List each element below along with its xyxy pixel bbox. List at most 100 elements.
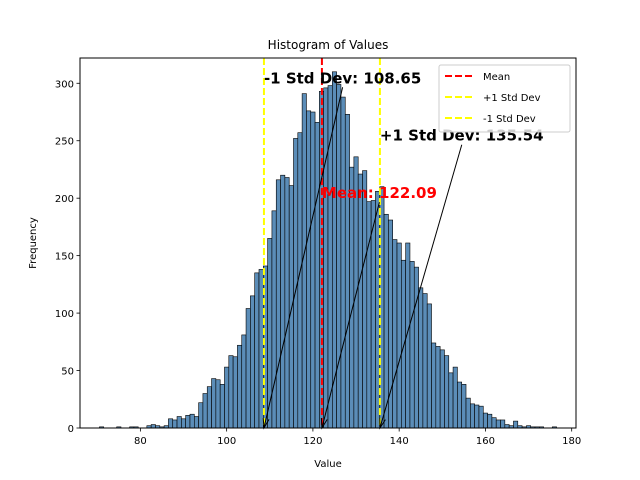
y-tick-label: 50 bbox=[61, 367, 74, 378]
x-tick-label: 140 bbox=[390, 436, 409, 447]
histogram-bar bbox=[439, 349, 445, 429]
legend-box bbox=[438, 64, 571, 133]
histogram-bar bbox=[431, 342, 437, 429]
histogram-bar bbox=[461, 384, 467, 429]
histogram-bar bbox=[193, 416, 199, 429]
histogram-bar bbox=[500, 419, 506, 429]
legend: Mean +1 Std Dev -1 Std Dev bbox=[438, 64, 571, 133]
histogram-bar bbox=[478, 405, 484, 429]
histogram-bar bbox=[362, 170, 368, 429]
histogram-bar bbox=[474, 404, 480, 429]
histogram-bar bbox=[284, 177, 290, 429]
histogram-bar bbox=[150, 424, 156, 429]
x-axis-title: Value bbox=[314, 459, 341, 470]
histogram-bar bbox=[250, 295, 255, 429]
histogram-bar bbox=[413, 266, 419, 429]
plot-frame bbox=[79, 57, 577, 429]
annotation-arrow bbox=[263, 87, 344, 429]
x-tick-label: 120 bbox=[303, 436, 322, 447]
histogram-bar bbox=[168, 418, 174, 429]
histogram-bar bbox=[254, 272, 260, 429]
histogram-bar bbox=[189, 413, 195, 429]
histogram-bar bbox=[211, 378, 217, 429]
histogram-bar bbox=[396, 242, 402, 429]
y-tick-label: 200 bbox=[55, 194, 74, 205]
histogram-bar bbox=[172, 419, 178, 429]
histogram-bar bbox=[258, 269, 264, 429]
histogram-bar bbox=[245, 308, 251, 429]
annotation-arrow bbox=[321, 202, 380, 429]
histogram-bar bbox=[418, 287, 424, 429]
histogram-bar bbox=[310, 111, 316, 429]
histogram-bar bbox=[181, 418, 186, 429]
histogram-bar bbox=[176, 416, 182, 429]
histogram-bar bbox=[336, 84, 342, 429]
histogram-bar bbox=[206, 386, 212, 429]
histogram-bar bbox=[370, 200, 376, 429]
histogram-bar bbox=[491, 417, 497, 429]
histogram-bar bbox=[495, 419, 501, 429]
y-tick-label: 0 bbox=[68, 424, 74, 435]
legend-label: +1 Std Dev bbox=[483, 93, 541, 104]
histogram-bar bbox=[202, 393, 208, 429]
y-axis-title: Frequency bbox=[28, 217, 39, 269]
histogram-bar bbox=[448, 372, 454, 429]
histogram-bar bbox=[482, 412, 488, 429]
histogram-bar bbox=[344, 114, 350, 429]
legend-label: Mean bbox=[483, 72, 510, 83]
annotation-arrow bbox=[379, 144, 463, 429]
annotations: -1 Std Dev: 108.65 Mean: 122.09 +1 Std Dev… bbox=[262, 69, 544, 430]
histogram-bar bbox=[457, 381, 463, 429]
histogram-bar bbox=[444, 355, 450, 429]
y-axis-ticks: 0 50 100 150 200 250 300 bbox=[55, 79, 80, 435]
histogram-bar bbox=[237, 344, 243, 429]
legend-label: -1 Std Dev bbox=[483, 114, 536, 125]
histogram-bar bbox=[314, 122, 320, 429]
histogram-bar bbox=[224, 366, 230, 429]
histogram-bar bbox=[323, 87, 329, 429]
x-tick-label: 80 bbox=[134, 436, 147, 447]
histogram-bar bbox=[228, 355, 234, 429]
histogram-bar bbox=[357, 173, 363, 429]
histogram-bar bbox=[426, 303, 432, 429]
histogram-bar bbox=[306, 110, 312, 429]
histogram-bar bbox=[465, 397, 471, 429]
histogram-bar bbox=[241, 334, 247, 429]
x-tick-label: 160 bbox=[476, 436, 495, 447]
histogram-bar bbox=[392, 239, 398, 429]
histogram-bar bbox=[271, 210, 277, 429]
x-tick-label: 180 bbox=[562, 436, 581, 447]
histogram-bar bbox=[185, 415, 191, 429]
histogram-bar bbox=[327, 85, 333, 429]
histogram-bar bbox=[275, 179, 281, 429]
x-tick-label: 100 bbox=[217, 436, 236, 447]
histogram-bar bbox=[383, 213, 389, 429]
histogram-bar bbox=[487, 413, 493, 429]
histogram-bar bbox=[504, 424, 510, 429]
annotation-label: Mean: 122.09 bbox=[322, 184, 437, 202]
histogram-bar bbox=[409, 261, 415, 429]
histogram-bar bbox=[280, 174, 286, 429]
histogram-bar bbox=[513, 420, 519, 429]
y-tick-label: 150 bbox=[55, 252, 74, 263]
histogram-bar bbox=[267, 238, 273, 429]
histogram-bar bbox=[452, 366, 458, 429]
histogram-bar bbox=[232, 356, 238, 429]
annotation-label: -1 Std Dev: 108.65 bbox=[264, 69, 421, 87]
y-tick-label: 300 bbox=[55, 79, 74, 90]
histogram-bar bbox=[349, 166, 355, 429]
chart-title: Histogram of Values bbox=[268, 38, 389, 52]
y-tick-label: 100 bbox=[55, 309, 74, 320]
histogram-bar bbox=[470, 403, 475, 429]
histogram-bar bbox=[401, 259, 406, 429]
histogram-bar bbox=[215, 379, 221, 429]
histogram-bar bbox=[435, 346, 441, 429]
reference-lines bbox=[262, 58, 381, 428]
histogram-bar bbox=[219, 384, 225, 429]
y-tick-label: 250 bbox=[55, 137, 74, 148]
x-axis-ticks: 80 100 120 140 160 180 bbox=[134, 428, 581, 447]
histogram-bar bbox=[340, 96, 346, 429]
histogram-bar bbox=[422, 293, 428, 429]
histogram-bar bbox=[288, 185, 294, 429]
